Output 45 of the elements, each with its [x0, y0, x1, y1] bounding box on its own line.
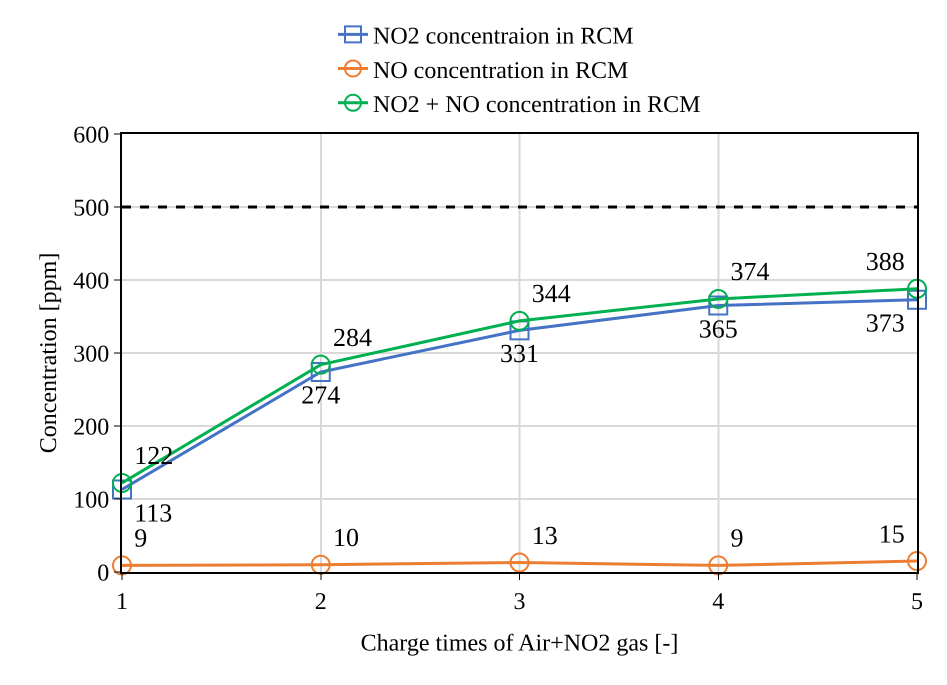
point — [708, 288, 728, 309]
data-label: 344 — [532, 279, 571, 308]
data-label: 373 — [866, 308, 905, 338]
x-tick-label: 5 — [911, 588, 923, 615]
point — [310, 362, 331, 382]
x-tick-label: 2 — [314, 588, 327, 615]
x-tick-label: 4 — [712, 588, 724, 615]
y-tick-label: 200 — [73, 414, 110, 440]
legend-label: NO2 + NO concentration in RCM — [373, 92, 700, 118]
point — [510, 320, 530, 340]
point — [112, 480, 132, 500]
legend-label: NO concentration in RCM — [373, 58, 628, 84]
legend-label: NO2 concentraion in RCM — [373, 24, 634, 50]
y-tick-label: 100 — [73, 487, 110, 514]
y-tick-label: 300 — [73, 341, 110, 368]
data-label: 9 — [730, 524, 744, 553]
point — [310, 554, 331, 575]
x-tick-label: 1 — [116, 588, 128, 615]
point — [112, 472, 132, 493]
y-tick-label: 600 — [73, 122, 110, 148]
point — [907, 551, 927, 572]
data-label: 13 — [532, 520, 558, 550]
data-label: 15 — [878, 519, 905, 548]
point — [112, 555, 132, 576]
data-label: 10 — [333, 522, 359, 552]
point — [708, 555, 728, 576]
x-tick-label: 3 — [514, 588, 526, 615]
data-label: 374 — [730, 257, 770, 286]
data-label: 331 — [500, 339, 539, 368]
y-tick-label: 500 — [73, 195, 110, 222]
point — [907, 278, 927, 299]
point — [310, 354, 331, 375]
data-label: 388 — [866, 247, 905, 276]
x-axis-title: Charge times of Air+NO2 gas [-] — [360, 630, 678, 657]
data-label: 122 — [134, 441, 174, 470]
point — [510, 552, 530, 572]
data-label: 284 — [333, 322, 372, 352]
y-tick-label: 400 — [73, 268, 110, 294]
point — [907, 290, 927, 310]
point — [708, 296, 728, 316]
data-label: 365 — [698, 314, 738, 344]
point — [510, 310, 530, 331]
y-tick-label: 0 — [97, 560, 110, 586]
y-axis-title: Concentration [ppm] — [36, 252, 62, 454]
data-label: 274 — [301, 380, 340, 410]
